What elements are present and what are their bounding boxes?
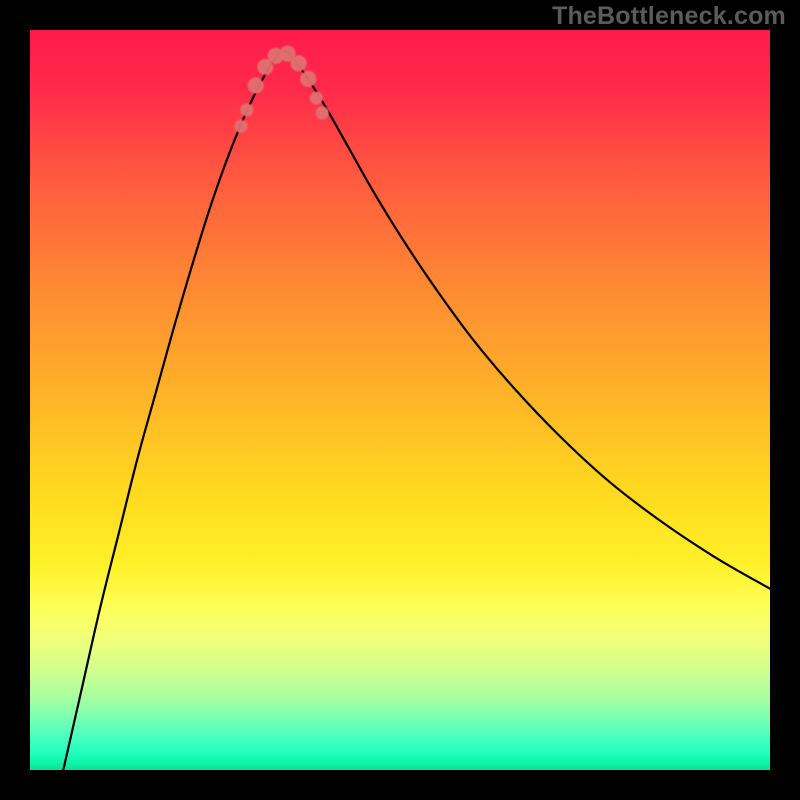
curve-marker-dot	[241, 104, 253, 116]
gradient-background	[30, 30, 770, 770]
curve-marker-dot	[301, 71, 316, 86]
curve-marker-dot	[316, 107, 328, 119]
chart-plot-area	[30, 30, 770, 770]
curve-marker-dot	[310, 92, 322, 104]
watermark-text: TheBottleneck.com	[552, 2, 786, 31]
chart-svg	[30, 30, 770, 770]
curve-marker-dot	[291, 56, 306, 71]
curve-marker-dot	[235, 120, 247, 132]
curve-marker-dot	[248, 78, 263, 93]
